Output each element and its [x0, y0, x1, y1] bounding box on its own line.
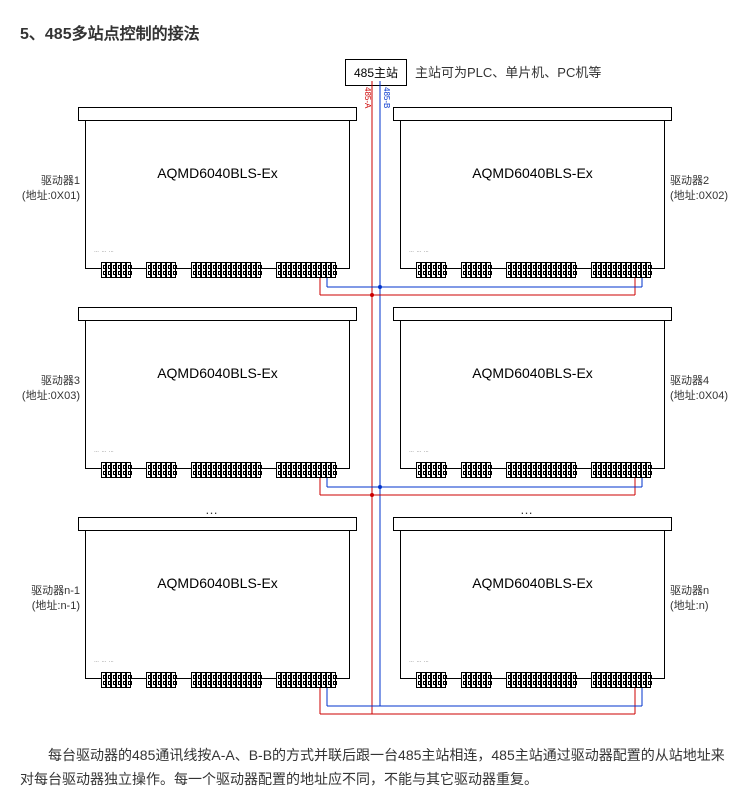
driver-model-label: AQMD6040BLS-Ex	[86, 365, 349, 381]
terminal-labels: … … …	[94, 248, 341, 254]
connector-block	[591, 672, 651, 688]
connector-block	[101, 262, 131, 278]
master-note: 主站可为PLC、单片机、PC机等	[415, 62, 601, 81]
connector-block	[416, 672, 446, 688]
driver-addr-label: 驱动器n(地址:n)	[670, 584, 709, 615]
driver-top-lip	[393, 307, 672, 321]
connector-block	[461, 462, 491, 478]
connector-block	[276, 262, 336, 278]
connector-block	[416, 462, 446, 478]
connector-block	[461, 672, 491, 688]
driver-top-lip	[393, 107, 672, 121]
driver-box: AQMD6040BLS-Ex … … …	[85, 114, 350, 269]
terminal-labels: … … …	[94, 658, 341, 664]
bus-a-label: 485-A	[363, 87, 372, 108]
driver-box: AQMD6040BLS-Ex … … …	[85, 524, 350, 679]
driver-model-label: AQMD6040BLS-Ex	[401, 575, 664, 591]
driver-box: AQMD6040BLS-Ex … … …	[400, 114, 665, 269]
driver-top-lip	[393, 517, 672, 531]
driver-box: AQMD6040BLS-Ex … … …	[400, 314, 665, 469]
ellipsis-right: …	[520, 502, 535, 517]
connector-block	[276, 672, 336, 688]
connector-block	[591, 462, 651, 478]
terminal-labels: … … …	[409, 658, 656, 664]
master-label: 485主站	[354, 66, 398, 80]
connector-block	[101, 462, 131, 478]
connector-block	[191, 462, 261, 478]
driver-addr-label: 驱动器3(地址:0X03)	[22, 374, 80, 405]
ellipsis-left: …	[205, 502, 220, 517]
connector-block	[416, 262, 446, 278]
connector-block	[146, 672, 176, 688]
connector-block	[506, 262, 576, 278]
connector-block	[146, 462, 176, 478]
connector-block	[591, 262, 651, 278]
connector-block	[461, 262, 491, 278]
connector-block	[276, 462, 336, 478]
description-paragraph: 每台驱动器的485通讯线按A-A、B-B的方式并联后跟一台485主站相连，485…	[20, 744, 730, 792]
driver-box: AQMD6040BLS-Ex … … …	[85, 314, 350, 469]
driver-addr-label: 驱动器4(地址:0X04)	[670, 374, 728, 405]
section-title: 5、485多站点控制的接法	[20, 20, 730, 44]
driver-box: AQMD6040BLS-Ex … … …	[400, 524, 665, 679]
connector-block	[506, 462, 576, 478]
driver-addr-label: 驱动器1(地址:0X01)	[22, 174, 80, 205]
driver-top-lip	[78, 107, 357, 121]
driver-top-lip	[78, 307, 357, 321]
master-station-box: 485主站	[345, 59, 407, 86]
connector-block	[146, 262, 176, 278]
driver-addr-label: 驱动器n-1(地址:n-1)	[31, 584, 80, 615]
terminal-labels: … … …	[409, 248, 656, 254]
driver-addr-label: 驱动器2(地址:0X02)	[670, 174, 728, 205]
driver-top-lip	[78, 517, 357, 531]
driver-model-label: AQMD6040BLS-Ex	[86, 165, 349, 181]
terminal-labels: … … …	[94, 448, 341, 454]
wiring-diagram: 485主站 主站可为PLC、单片机、PC机等 485-A 485-B	[20, 59, 730, 729]
connector-block	[191, 262, 261, 278]
connector-block	[191, 672, 261, 688]
bus-b-label: 485-B	[382, 87, 391, 108]
connector-block	[506, 672, 576, 688]
driver-model-label: AQMD6040BLS-Ex	[401, 165, 664, 181]
driver-model-label: AQMD6040BLS-Ex	[401, 365, 664, 381]
driver-model-label: AQMD6040BLS-Ex	[86, 575, 349, 591]
terminal-labels: … … …	[409, 448, 656, 454]
connector-block	[101, 672, 131, 688]
